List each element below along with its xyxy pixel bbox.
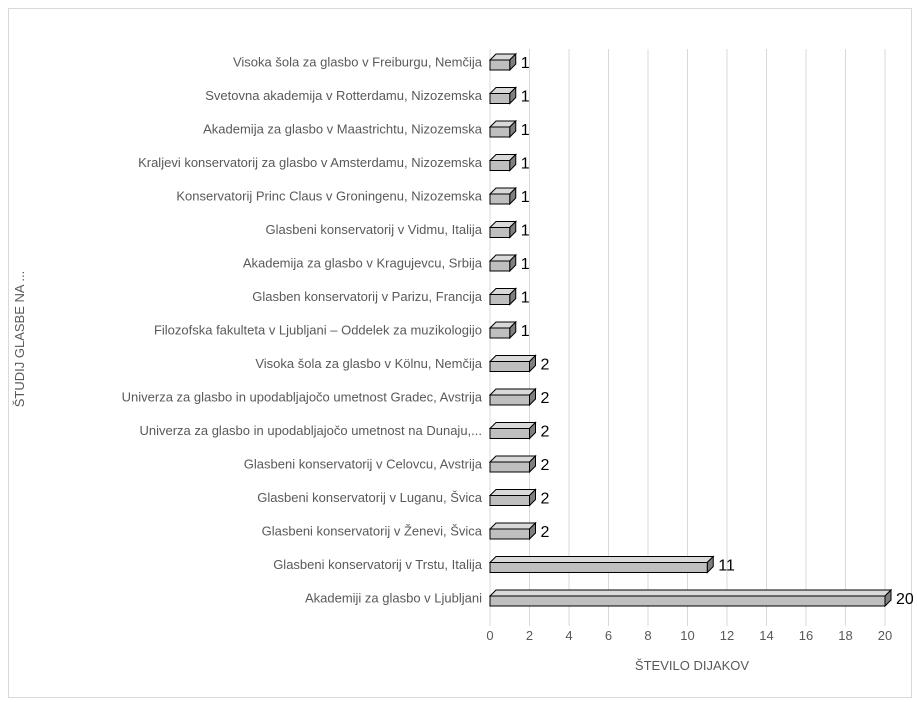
- bar-top-face: [488, 422, 537, 429]
- category-label: Glasben konservatorij v Parizu, Francija: [252, 289, 483, 304]
- category-label: Univerza za glasbo in upodabljajočo umet…: [122, 390, 483, 405]
- bar-top-face: [488, 355, 537, 362]
- category-label: Visoka šola za glasbo v Kölnu, Nemčija: [255, 356, 482, 371]
- x-tick-label: 12: [720, 628, 734, 643]
- bar-top-face: [488, 522, 537, 530]
- category-label: Akademija za glasbo v Maastrichtu, Nizoz…: [203, 122, 483, 137]
- x-axis-ticks: 0 2 4 6 8 10 12 14 16 18 20: [486, 628, 892, 643]
- bar-top-face: [488, 455, 537, 463]
- bar-front-face: [489, 595, 886, 607]
- bar-front-face: [489, 59, 511, 71]
- data-label: 2: [541, 357, 550, 374]
- data-label: 2: [541, 457, 550, 474]
- data-label: 2: [541, 424, 550, 441]
- data-label: 1: [521, 122, 530, 139]
- data-label: 1: [521, 323, 530, 340]
- bar-top-face: [488, 589, 893, 597]
- bar-front-face: [489, 160, 511, 171]
- bar-front-face: [489, 327, 511, 339]
- bar-front-face: [489, 193, 511, 205]
- bar-front-face: [489, 495, 530, 506]
- bar-top-face: [488, 388, 537, 396]
- bar: [488, 521, 537, 541]
- category-label: Akademiji za glasbo v Ljubljani: [305, 591, 482, 606]
- bar: [488, 488, 537, 507]
- data-label: 11: [718, 558, 735, 575]
- category-label: Univerza za glasbo in upodabljajočo umet…: [139, 423, 482, 438]
- category-label: Glasbeni konservatorij v Trstu, Italija: [273, 557, 483, 572]
- x-tick-label: 14: [759, 628, 773, 643]
- category-label: Glasbeni konservatorij v Ženevi, Švica: [262, 524, 483, 539]
- bar: [488, 86, 517, 105]
- category-label: Konservatorij Princ Claus v Groningenu, …: [176, 189, 482, 204]
- data-label: 1: [521, 55, 530, 72]
- bar: [488, 220, 517, 239]
- x-axis-title: ŠTEVILO DIJAKOV: [635, 658, 749, 673]
- x-tick-label: 6: [605, 628, 612, 643]
- x-tick-label: 2: [526, 628, 533, 643]
- bar-front-face: [489, 361, 530, 372]
- data-label: 1: [521, 189, 530, 206]
- category-label: Akademija za glasbo v Kragujevcu, Srbija: [243, 256, 483, 271]
- category-label: Kraljevi konservatorij za glasbo v Amste…: [138, 155, 483, 170]
- x-tick-label: 4: [565, 628, 572, 643]
- data-label: 2: [541, 524, 550, 541]
- bar: [488, 354, 537, 373]
- data-label: 20: [896, 591, 913, 608]
- gridlines: [489, 49, 886, 626]
- bars: [488, 52, 893, 608]
- category-labels: Visoka šola za glasbo v Freiburgu, Nemči…: [122, 55, 483, 606]
- chart-frame: Visoka šola za glasbo v Freiburgu, Nemči…: [8, 8, 913, 698]
- category-label: Visoka šola za glasbo v Freiburgu, Nemči…: [233, 55, 483, 70]
- bar: [488, 119, 517, 139]
- data-label: 1: [521, 89, 530, 106]
- bar: [488, 387, 537, 407]
- category-label: Svetovna akademija v Rotterdamu, Nizozem…: [205, 88, 483, 103]
- x-tick-label: 0: [486, 628, 493, 643]
- bar-top-face: [488, 556, 715, 563]
- x-tick-label: 8: [644, 628, 651, 643]
- x-tick-label: 16: [799, 628, 813, 643]
- category-label: Filozofska fakulteta v Ljubljani – Oddel…: [154, 323, 482, 338]
- bar: [488, 153, 517, 172]
- category-label: Glasbeni konservatorij v Vidmu, Italija: [265, 222, 482, 237]
- bar: [488, 320, 517, 340]
- data-label: 2: [541, 390, 550, 407]
- bar: [488, 555, 715, 574]
- data-label: 2: [541, 491, 550, 508]
- x-tick-label: 20: [878, 628, 892, 643]
- bar: [488, 421, 537, 440]
- bar-chart: Visoka šola za glasbo v Freiburgu, Nemči…: [12, 49, 913, 673]
- data-label: 1: [521, 223, 530, 240]
- category-label: Glasbeni konservatorij v Luganu, Švica: [257, 490, 483, 505]
- bar-front-face: [489, 227, 511, 238]
- bar-front-face: [489, 294, 511, 305]
- x-tick-label: 18: [838, 628, 852, 643]
- bar-front-face: [489, 126, 511, 138]
- bar: [488, 253, 517, 273]
- bar-front-face: [489, 394, 530, 406]
- x-tick-label: 10: [680, 628, 694, 643]
- bar: [488, 52, 517, 72]
- bar-front-face: [489, 461, 530, 473]
- data-label: 1: [521, 256, 530, 273]
- bar-front-face: [489, 260, 511, 272]
- y-axis-title: ŠTUDIJ GLASBE NA ...: [12, 271, 27, 408]
- category-label: Glasbeni konservatorij v Celovcu, Avstri…: [244, 457, 483, 472]
- bar: [488, 454, 537, 474]
- bar-top-face: [488, 489, 537, 496]
- bar-front-face: [489, 562, 708, 573]
- bar-front-face: [489, 528, 530, 540]
- bar-front-face: [489, 428, 530, 439]
- data-label: 1: [521, 290, 530, 307]
- data-label: 1: [521, 156, 530, 173]
- bar: [488, 186, 517, 206]
- bar: [488, 588, 893, 608]
- bar: [488, 287, 517, 306]
- bar-front-face: [489, 93, 511, 104]
